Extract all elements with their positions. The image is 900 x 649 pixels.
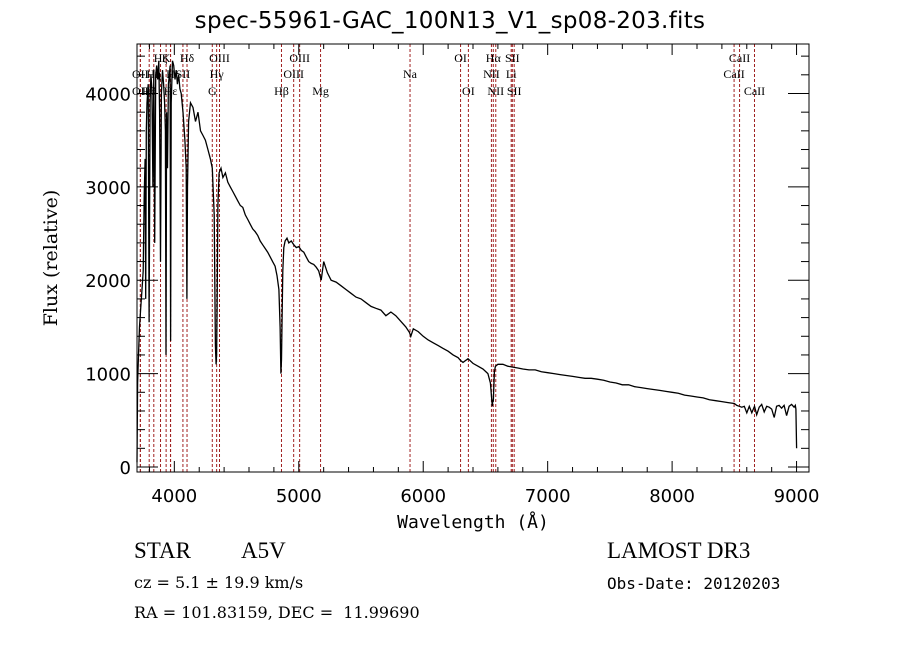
line-marker-label: Mg: [312, 84, 329, 98]
line-marker-label: G: [208, 84, 217, 98]
y-tick-label: 1000: [85, 365, 131, 386]
line-marker-label: Li: [506, 67, 517, 81]
line-marker-label: OIII: [209, 51, 230, 65]
survey-name: LAMOST DR3: [607, 538, 751, 563]
plot-frame: [136, 43, 810, 473]
y-tick-label: 2000: [85, 271, 131, 292]
line-marker-label: SII: [507, 84, 522, 98]
line-marker-label: OIII: [289, 51, 310, 65]
line-marker-label: Hβ: [274, 84, 289, 98]
axis-ticks: [137, 44, 809, 472]
line-marker-label: Hδ: [180, 51, 195, 65]
x-tick-label: 9000: [774, 486, 820, 507]
line-marker-label: OIII: [283, 67, 304, 81]
x-tick-label: 7000: [525, 486, 571, 507]
object-subclass: A5V: [241, 538, 286, 563]
redshift-text: cz = 5.1 ± 19.9 km/s: [134, 573, 304, 592]
y-tick-label: 4000: [85, 84, 131, 105]
spectrum-line: [136, 60, 798, 463]
line-marker-label: CaII: [744, 84, 765, 98]
chart-title: spec-55961-GAC_100N13_V1_sp08-203.fits: [194, 8, 706, 34]
line-marker-label-group: OIIOIIHθHηHζKHHεSIIHδGHγOIIIHβOIIIOIIIMg…: [132, 51, 765, 98]
x-tick-label: 5000: [276, 486, 322, 507]
line-marker-label: K: [162, 51, 171, 65]
line-marker-label: Na: [403, 67, 418, 81]
line-marker-label: OI: [454, 51, 467, 65]
line-marker-label: OII: [132, 67, 149, 81]
line-marker-label: Hζ: [154, 51, 168, 65]
line-marker-label: OI: [462, 84, 475, 98]
line-marker-label: Hα: [486, 51, 502, 65]
line-marker-label: OII: [132, 84, 149, 98]
y-axis-label: Flux (relative): [40, 190, 62, 327]
line-marker-label: CaII: [729, 51, 750, 65]
y-tick-labels: 0 1000 2000 3000 4000: [85, 84, 131, 479]
object-class: STAR: [134, 538, 191, 563]
line-marker-label: NII: [487, 84, 504, 98]
x-axis-label: Wavelength (Å): [397, 511, 549, 533]
coordinates-text: RA = 101.83159, DEC = 11.99690: [134, 603, 420, 622]
x-tick-label: 4000: [151, 486, 197, 507]
y-tick-label: 3000: [85, 178, 131, 199]
line-marker-group: [139, 44, 755, 472]
x-tick-labels: 4000 5000 6000 7000 8000 9000: [151, 486, 819, 507]
obs-date: Obs-Date: 20120203: [607, 574, 781, 593]
line-marker-label: Hγ: [210, 67, 225, 81]
line-marker-label: CaII: [723, 67, 744, 81]
y-tick-label: 0: [120, 458, 131, 479]
line-marker-label: NII: [483, 67, 500, 81]
x-tick-label: 6000: [400, 486, 446, 507]
x-tick-label: 8000: [649, 486, 695, 507]
line-marker-label: SII: [505, 51, 520, 65]
